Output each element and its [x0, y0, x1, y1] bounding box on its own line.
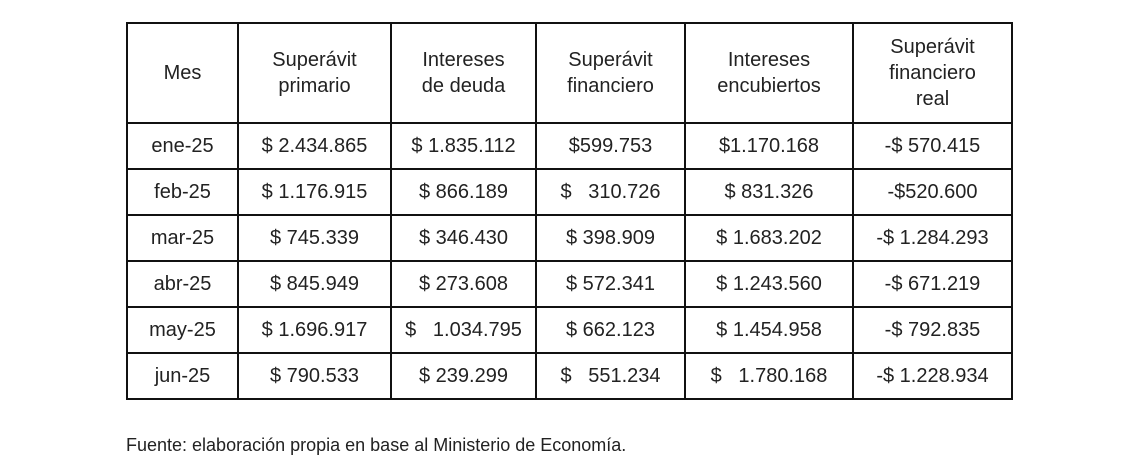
table-cell: $ 866.189: [390, 168, 537, 216]
header-cell: Intereses de deuda: [390, 22, 537, 124]
table-cell: $ 239.299: [390, 352, 537, 400]
table-cell: $ 310.726: [535, 168, 686, 216]
table-cell: -$ 570.415: [852, 122, 1013, 170]
table-cell: $ 1.454.958: [684, 306, 854, 354]
table-cell: -$520.600: [852, 168, 1013, 216]
table-cell: $ 1.780.168: [684, 352, 854, 400]
table-cell: $ 745.339: [237, 214, 392, 262]
table-cell: $ 1.243.560: [684, 260, 854, 308]
header-cell: Superávit financiero real: [852, 22, 1013, 124]
table-cell: $ 1.696.917: [237, 306, 392, 354]
table-cell: feb-25: [126, 168, 239, 216]
table-cell: $ 2.434.865: [237, 122, 392, 170]
table-cell: $ 273.608: [390, 260, 537, 308]
table-row: ene-25 $ 2.434.865 $ 1.835.112 $599.753 $1.1…: [126, 122, 1013, 170]
table-cell: $ 551.234: [535, 352, 686, 400]
header-row: Mes Superávit primario Intereses de deuda S…: [126, 22, 1013, 124]
table-cell: -$ 1.228.934: [852, 352, 1013, 400]
table-row: feb-25 $ 1.176.915 $ 866.189 $ 310.726 $ 831…: [126, 168, 1013, 216]
table-cell: $ 1.683.202: [684, 214, 854, 262]
table-cell: $ 346.430: [390, 214, 537, 262]
header-cell: Mes: [126, 22, 239, 124]
table-cell: jun-25: [126, 352, 239, 400]
table-cell: may-25: [126, 306, 239, 354]
table-row: mar-25 $ 745.339 $ 346.430 $ 398.909 $ 1.683…: [126, 214, 1013, 262]
table-cell: -$ 1.284.293: [852, 214, 1013, 262]
table-cell: $ 790.533: [237, 352, 392, 400]
table-cell: $ 831.326: [684, 168, 854, 216]
table-row: jun-25 $ 790.533 $ 239.299 $ 551.234 $ 1.780…: [126, 352, 1013, 400]
table-body: ene-25 $ 2.434.865 $ 1.835.112 $599.753 $1.1…: [126, 122, 1013, 400]
source-note: Fuente: elaboración propia en base al Mi…: [126, 435, 627, 455]
table-cell: $ 1.176.915: [237, 168, 392, 216]
table-cell: ene-25: [126, 122, 239, 170]
header-cell: Superávit primario: [237, 22, 392, 124]
table-cell: -$ 671.219: [852, 260, 1013, 308]
table-cell: $ 572.341: [535, 260, 686, 308]
table-cell: $1.170.168: [684, 122, 854, 170]
table-row: may-25 $ 1.696.917 $ 1.034.795 $ 662.123 $ 1…: [126, 306, 1013, 354]
table-cell: -$ 792.835: [852, 306, 1013, 354]
table-cell: $ 662.123: [535, 306, 686, 354]
header-cell: Superávit financiero: [535, 22, 686, 124]
table-cell: abr-25: [126, 260, 239, 308]
table-cell: $ 398.909: [535, 214, 686, 262]
data-table: Mes Superávit primario Intereses de deuda S…: [126, 22, 1013, 400]
table-cell: $ 845.949: [237, 260, 392, 308]
table-cell: $ 1.835.112: [390, 122, 537, 170]
table-row: abr-25 $ 845.949 $ 273.608 $ 572.341 $ 1.243…: [126, 260, 1013, 308]
table-cell: $599.753: [535, 122, 686, 170]
table-cell: $ 1.034.795: [390, 306, 537, 354]
table-cell: mar-25: [126, 214, 239, 262]
header-cell: Intereses encubiertos: [684, 22, 854, 124]
